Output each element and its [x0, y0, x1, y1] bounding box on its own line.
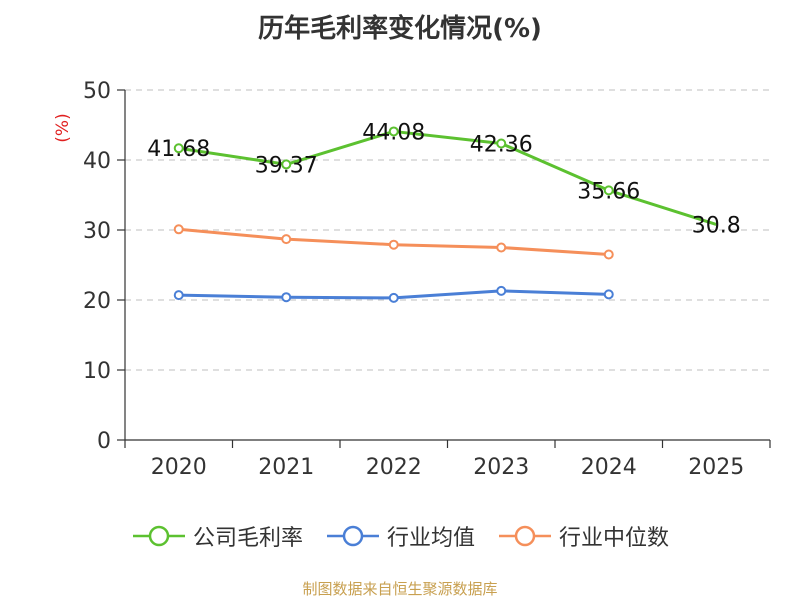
data-point-3 — [603, 249, 614, 260]
data-label: 44.08 — [362, 120, 425, 145]
y-tick-label: 50 — [83, 79, 111, 104]
y-tick-label: 0 — [97, 429, 111, 454]
legend-label: 行业均值 — [386, 526, 475, 551]
data-point-2 — [173, 290, 184, 301]
data-point-3 — [388, 239, 399, 250]
data-label: 41.68 — [147, 137, 210, 162]
data-point-2 — [388, 292, 399, 303]
y-tick-label: 30 — [83, 219, 111, 244]
x-tick-label: 2024 — [581, 455, 637, 480]
x-tick-label: 2020 — [151, 455, 207, 480]
data-label: 39.37 — [255, 153, 318, 178]
data-point-3 — [281, 234, 292, 245]
data-point-1 — [173, 143, 184, 154]
legend-label: 行业中位数 — [559, 526, 670, 551]
x-tick-label: 2025 — [688, 455, 744, 480]
legend-marker-icon — [499, 525, 551, 547]
x-tick-label: 2022 — [366, 455, 422, 480]
data-point-2 — [281, 292, 292, 303]
legend-marker-icon — [326, 525, 379, 547]
legend-circle — [148, 525, 170, 547]
legend-circle — [514, 525, 536, 547]
data-point-3 — [173, 224, 184, 235]
data-point-1 — [603, 185, 614, 196]
legend-item-1[interactable]: 公司毛利率 — [131, 520, 303, 552]
data-label: 35.66 — [577, 179, 640, 204]
data-point-2 — [496, 285, 507, 296]
chart-title: 历年毛利率变化情况(%) — [258, 14, 542, 44]
legend-label: 公司毛利率 — [192, 526, 303, 551]
y-tick-label: 20 — [83, 289, 111, 314]
legend-item-2[interactable]: 行业均值 — [325, 520, 475, 552]
y-tick-label: 10 — [83, 359, 111, 384]
legend: 公司毛利率 行业均值 行业中位数 — [0, 520, 800, 552]
data-point-2 — [603, 289, 614, 300]
data-label: 30.8 — [692, 213, 741, 238]
legend-item-3[interactable]: 行业中位数 — [497, 520, 669, 552]
source-note: 制图数据来自恒生聚源数据库 — [302, 580, 498, 598]
y-tick-label: 40 — [83, 149, 111, 174]
series-line-1 — [178, 129, 717, 226]
legend-circle — [342, 525, 364, 547]
x-tick-label: 2023 — [473, 455, 529, 480]
y-axis-label: (%) — [53, 113, 73, 142]
data-point-1 — [496, 138, 507, 149]
data-point-1 — [281, 159, 292, 170]
data-label: 42.36 — [470, 132, 533, 157]
x-tick-label: 2021 — [258, 455, 314, 480]
data-point-3 — [496, 242, 507, 253]
data-point-1 — [388, 126, 399, 137]
legend-marker-icon — [132, 525, 185, 547]
chart-plot: 0 10 20 30 40 50 2020 2021 2022 2023 2024 2025 (%) 41… — [53, 79, 771, 480]
